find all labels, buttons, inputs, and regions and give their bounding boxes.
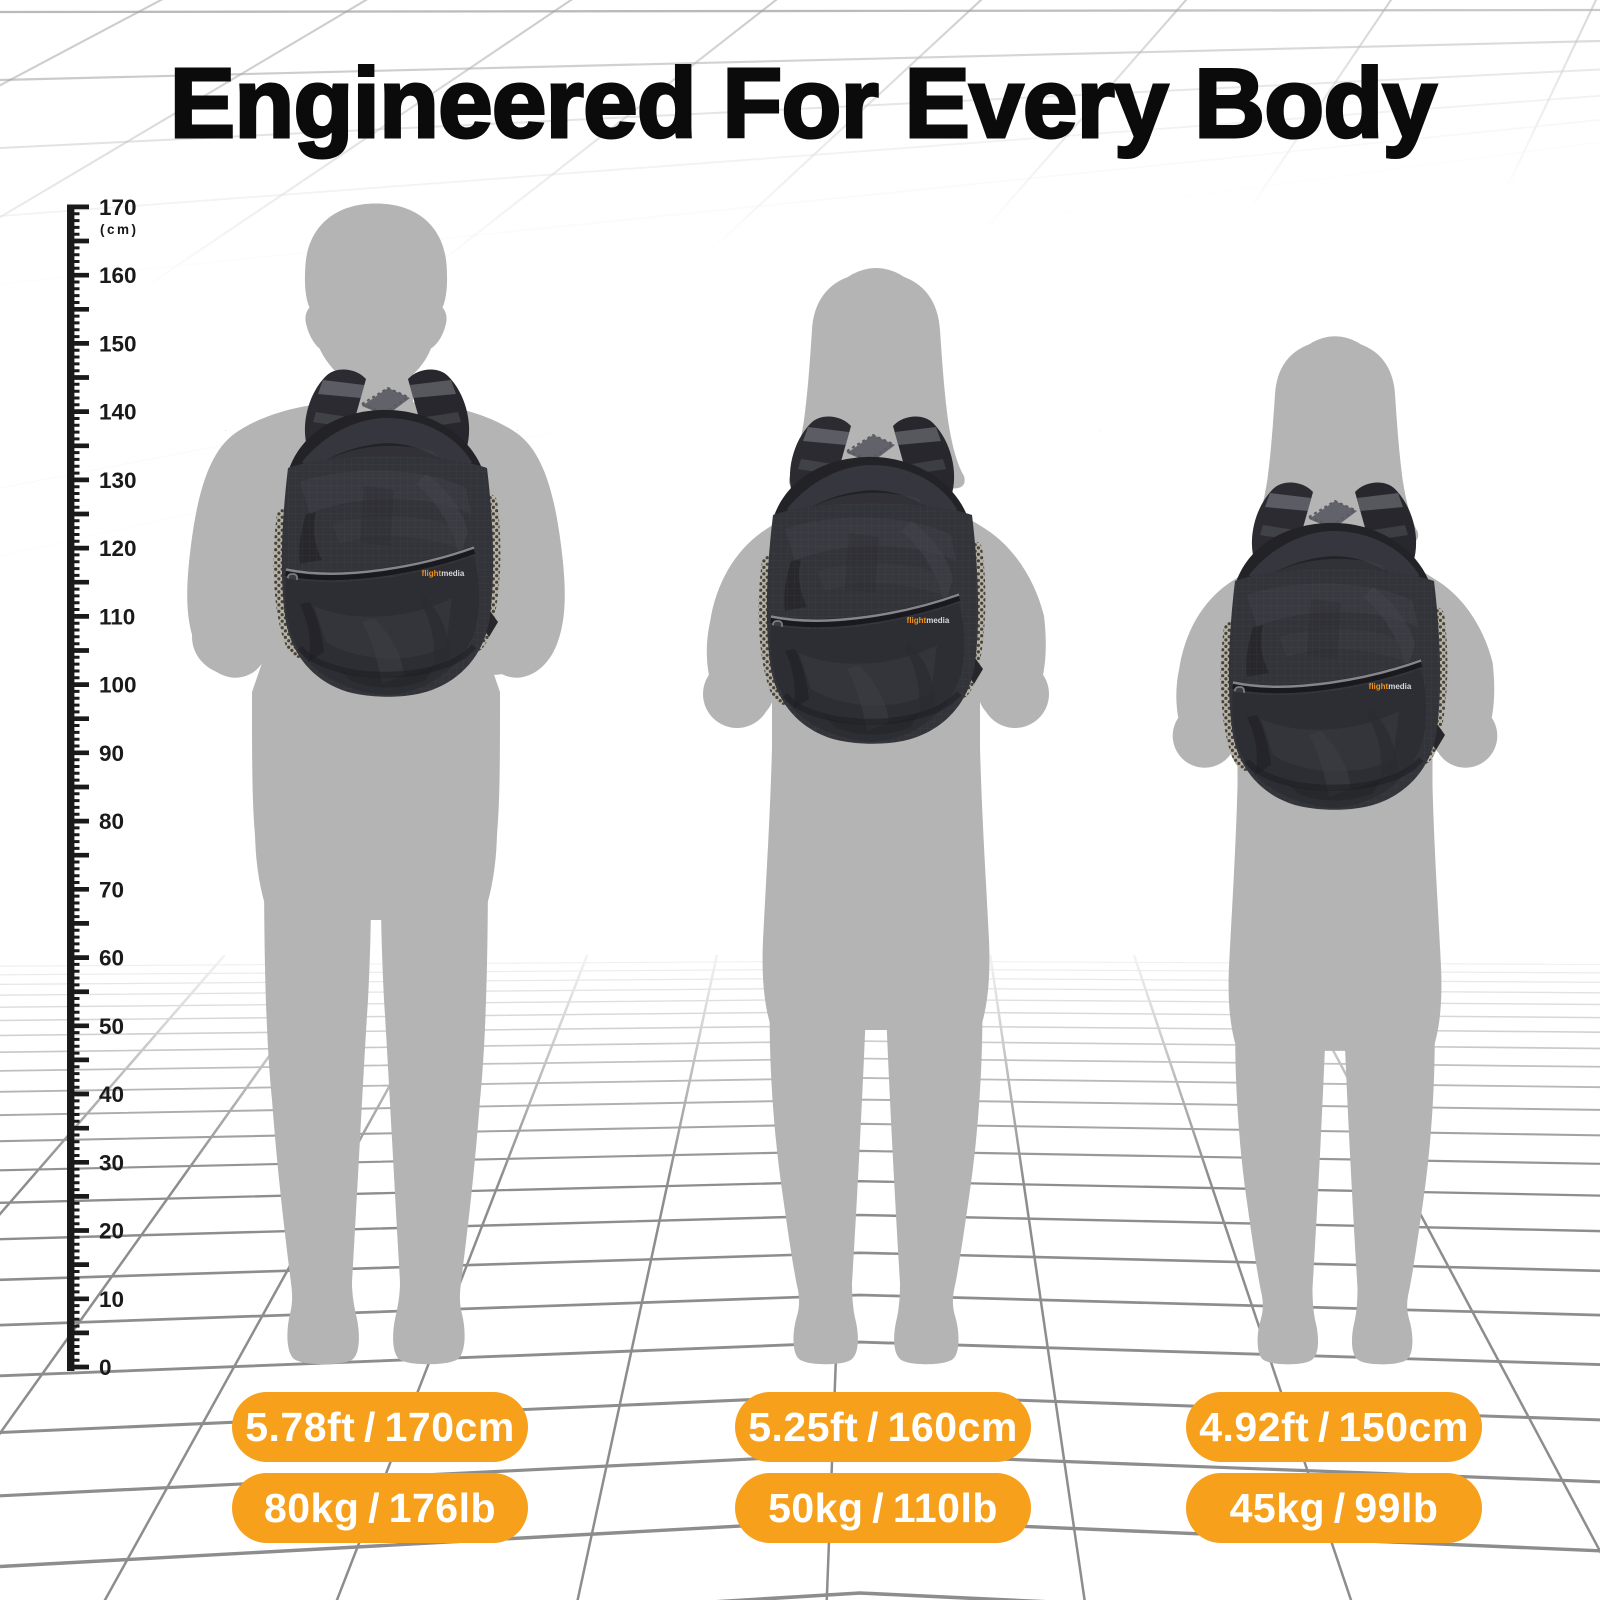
svg-text:70: 70 [99, 877, 124, 902]
svg-text:4.92ft / 150cm: 4.92ft / 150cm [1199, 1404, 1469, 1450]
svg-text:50kg / 110lb: 50kg / 110lb [768, 1485, 998, 1531]
svg-text:90: 90 [99, 741, 124, 766]
svg-text:(cm): (cm) [100, 222, 139, 237]
svg-text:20: 20 [99, 1219, 124, 1244]
svg-text:120: 120 [99, 536, 137, 561]
svg-text:30: 30 [99, 1150, 124, 1175]
svg-text:100: 100 [99, 673, 137, 698]
svg-text:160: 160 [99, 263, 137, 288]
svg-text:80: 80 [99, 809, 124, 834]
svg-text:50: 50 [99, 1014, 124, 1039]
svg-text:110: 110 [99, 604, 135, 629]
svg-text:40: 40 [99, 1082, 124, 1107]
svg-text:60: 60 [99, 946, 124, 971]
svg-text:140: 140 [99, 400, 137, 425]
svg-text:5.78ft / 170cm: 5.78ft / 170cm [245, 1404, 515, 1450]
svg-text:130: 130 [99, 468, 137, 493]
svg-text:45kg / 99lb: 45kg / 99lb [1230, 1485, 1439, 1531]
svg-text:0: 0 [99, 1355, 112, 1380]
svg-text:170: 170 [99, 195, 137, 220]
svg-text:Engineered For Every Body: Engineered For Every Body [170, 48, 1437, 158]
svg-text:10: 10 [99, 1287, 124, 1312]
svg-text:80kg / 176lb: 80kg / 176lb [264, 1485, 496, 1531]
svg-text:5.25ft / 160cm: 5.25ft / 160cm [748, 1404, 1018, 1450]
svg-text:150: 150 [99, 331, 137, 356]
